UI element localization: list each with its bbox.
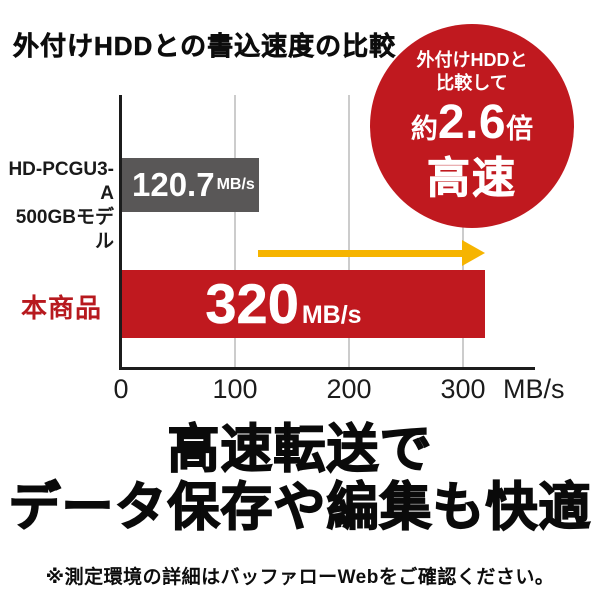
bar-chart: HD-PCGU3-A 500GBモデル 120.7 MB/s 本商品 320 M… xyxy=(0,95,565,404)
product-speed-unit: MB/s xyxy=(301,301,362,329)
speed-arrow-head-icon xyxy=(462,240,485,266)
x-tick-100: 100 xyxy=(212,374,258,404)
badge-line-1: 外付けHDDと xyxy=(416,49,528,70)
speed-ratio-badge: 外付けHDDと 比較して 約 2.6 倍 高速 xyxy=(370,24,574,228)
gridline-300 xyxy=(462,95,464,368)
hdd-model-capacity: 500GBモデル xyxy=(15,207,114,252)
gridline-200 xyxy=(348,95,350,368)
product-speed-bar: 320 MB/s xyxy=(122,270,485,338)
hdd-speed-value: 120.7 xyxy=(132,166,215,203)
headline-line-1: 高速転送で xyxy=(167,420,433,480)
badge-speed-label: 高速 xyxy=(427,154,517,203)
badge-ratio-prefix: 約 xyxy=(410,113,438,144)
speed-arrow-body xyxy=(258,250,466,257)
x-tick-300: 300 xyxy=(440,374,486,404)
badge-ratio-value: 2.6 xyxy=(437,95,507,149)
hdd-model-name: HD-PCGU3-A xyxy=(8,159,114,204)
gridline-100 xyxy=(234,95,236,368)
headline: 高速転送で データ保存や編集も快適 xyxy=(0,420,600,538)
footnote: ※測定環境の詳細はバッファローWebをご確認ください。 xyxy=(45,567,555,588)
x-tick-0: 0 xyxy=(113,374,129,404)
page-title: 外付けHDDとの書込速度の比較 xyxy=(13,31,397,62)
product-speed-value: 320 xyxy=(205,272,299,336)
y-axis-line xyxy=(119,95,122,370)
x-axis-line xyxy=(119,367,535,370)
badge-line-2: 比較して xyxy=(436,72,508,93)
product-bar-label: 本商品 xyxy=(20,293,102,323)
x-axis-unit-label: MB/s xyxy=(503,374,565,404)
badge-ratio-suffix: 倍 xyxy=(506,113,534,144)
hdd-speed-unit: MB/s xyxy=(216,176,255,193)
hdd-bar-label: HD-PCGU3-A 500GBモデル xyxy=(0,158,114,254)
x-tick-200: 200 xyxy=(326,374,372,404)
hdd-speed-bar: 120.7 MB/s xyxy=(122,158,259,212)
badge-ratio: 約 2.6 倍 xyxy=(410,95,534,154)
headline-line-2: データ保存や編集も快適 xyxy=(8,478,592,538)
